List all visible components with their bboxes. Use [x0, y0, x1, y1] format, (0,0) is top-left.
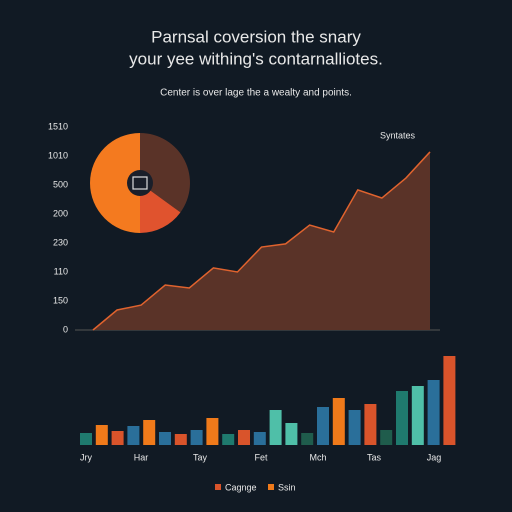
icon	[132, 176, 148, 190]
legend-swatch	[268, 484, 274, 490]
bar	[443, 356, 456, 445]
y-tick-label: 110	[54, 266, 68, 276]
y-tick-label: 1010	[48, 150, 68, 160]
bar	[95, 425, 108, 445]
pie-slice	[140, 183, 181, 233]
bar	[411, 386, 424, 445]
bar	[396, 391, 408, 445]
x-tick-label: Jag	[427, 452, 442, 462]
title: Parnsal coversion the snary	[151, 27, 361, 46]
x-tick-label: Jry	[80, 452, 92, 462]
bar	[190, 430, 203, 445]
x-tick-label: Tay	[193, 452, 208, 462]
bar	[317, 407, 329, 445]
donut-hole	[127, 170, 153, 196]
area	[93, 151, 430, 330]
bar	[301, 433, 314, 445]
bar	[269, 410, 282, 445]
x-tick-label: Fet	[254, 452, 268, 462]
y-tick-label: 1510	[48, 121, 68, 131]
bar	[348, 410, 361, 445]
bar	[159, 432, 171, 445]
line	[92, 151, 431, 331]
pie-slice	[90, 133, 140, 233]
legend-label: Ssin	[278, 482, 296, 492]
annotation: Syntates	[380, 130, 416, 140]
bar	[127, 426, 140, 445]
title: your yee withing's contarnalliotes.	[129, 49, 383, 68]
bar	[143, 420, 156, 445]
bar	[222, 434, 235, 445]
subtitle: Center is over lage the a wealty and poi…	[160, 88, 352, 99]
y-tick-label: 200	[53, 208, 68, 218]
bar	[174, 434, 187, 445]
bar	[285, 423, 298, 445]
bar	[364, 404, 377, 445]
bar	[80, 433, 92, 445]
x-tick-label: Mch	[309, 452, 326, 462]
bar	[380, 430, 393, 445]
y-tick-label: 150	[53, 295, 68, 305]
bar	[111, 431, 124, 445]
pie-slice	[140, 133, 190, 213]
bar	[238, 430, 250, 445]
legend-swatch	[215, 484, 221, 490]
bar	[427, 380, 440, 445]
y-tick-label: 500	[53, 179, 68, 189]
y-tick-label: 0	[63, 324, 68, 334]
bar	[253, 432, 266, 445]
bar	[206, 418, 219, 445]
bar	[332, 398, 345, 445]
y-tick-label: 230	[53, 237, 68, 247]
x-tick-label: Har	[134, 452, 149, 462]
legend-label: Cagnge	[225, 482, 257, 492]
x-tick-label: Tas	[367, 452, 382, 462]
